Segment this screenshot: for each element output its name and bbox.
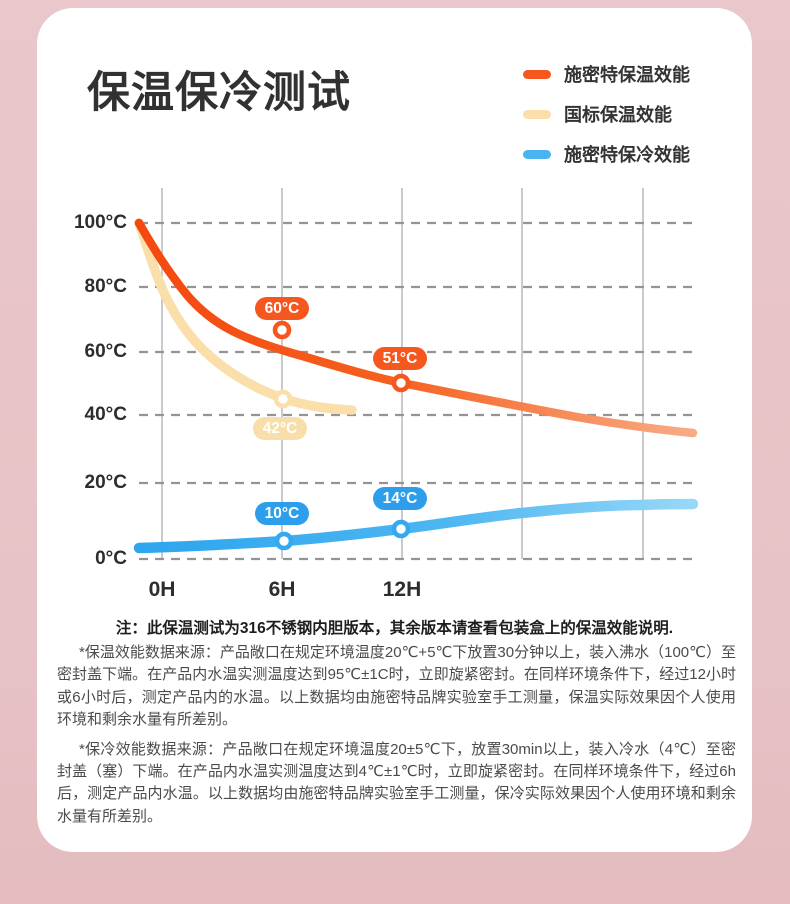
- legend-item-hot: 施密特保温效能: [523, 62, 690, 86]
- y-tick-60: 60°C: [84, 341, 127, 362]
- marker-hot-12h: [391, 373, 411, 393]
- y-tick-80: 80°C: [84, 276, 127, 297]
- value-badge-42c: 42°C: [253, 417, 307, 440]
- x-tick-0h: 0H: [148, 578, 176, 601]
- chart-area: 100°C 80°C 60°C 40°C 20°C 0°C 0H 6H 12H …: [37, 8, 752, 852]
- page-title: 保温保冷测试: [87, 69, 351, 117]
- chart-legend: 施密特保温效能 国标保温效能 施密特保冷效能: [523, 62, 690, 182]
- chart-note: 注：此保温测试为316不锈钢内胆版本，其余版本请查看包装盒上的保温效能说明.: [115, 620, 674, 637]
- data-point-markers: [272, 320, 411, 551]
- legend-label: 施密特保冷效能: [564, 145, 690, 165]
- legend-item-standard: 国标保温效能: [523, 102, 690, 126]
- y-tick-40: 40°C: [84, 404, 127, 425]
- legend-item-cold: 施密特保冷效能: [523, 142, 690, 166]
- value-badge-10c: 10°C: [255, 502, 309, 525]
- legend-swatch-blue: [523, 149, 551, 159]
- chart-canvas: [133, 188, 699, 561]
- x-tick-12h: 12H: [382, 578, 422, 601]
- content-card: 保温保冷测试 施密特保温效能 国标保温效能 施密特保冷效能: [37, 8, 752, 852]
- y-tick-0: 0°C: [95, 548, 127, 569]
- series-line-schmidt-cold: [133, 498, 699, 554]
- marker-cold-12h: [391, 519, 411, 539]
- marker-hot-6h: [272, 320, 292, 340]
- marker-cold-6h: [274, 531, 294, 551]
- y-tick-20: 20°C: [84, 472, 127, 493]
- legend-label: 国标保温效能: [564, 105, 672, 125]
- marker-std-6h: [273, 389, 293, 409]
- value-badge-60c: 60°C: [255, 297, 309, 320]
- series-line-standard-heat: [134, 218, 357, 415]
- legend-swatch-cream: [523, 109, 551, 119]
- legend-label: 施密特保温效能: [564, 65, 690, 85]
- y-tick-100: 100°C: [73, 212, 127, 233]
- series-line-schmidt-heat: [134, 218, 698, 438]
- value-badge-14c: 14°C: [373, 487, 427, 510]
- value-badge-51c: 51°C: [373, 347, 427, 370]
- footnotes-block: *保温效能数据来源：产品敞口在规定环境温度20℃+5℃下放置30分钟以上，装入沸…: [57, 642, 736, 835]
- footnote-heat-source: *保温效能数据来源：产品敞口在规定环境温度20℃+5℃下放置30分钟以上，装入沸…: [57, 644, 736, 729]
- x-tick-6h: 6H: [268, 578, 296, 601]
- footnote-cold-source: *保冷效能数据来源：产品敞口在规定环境温度20±5℃下，放置30min以上，装入…: [57, 740, 736, 825]
- legend-swatch-orange: [523, 69, 551, 79]
